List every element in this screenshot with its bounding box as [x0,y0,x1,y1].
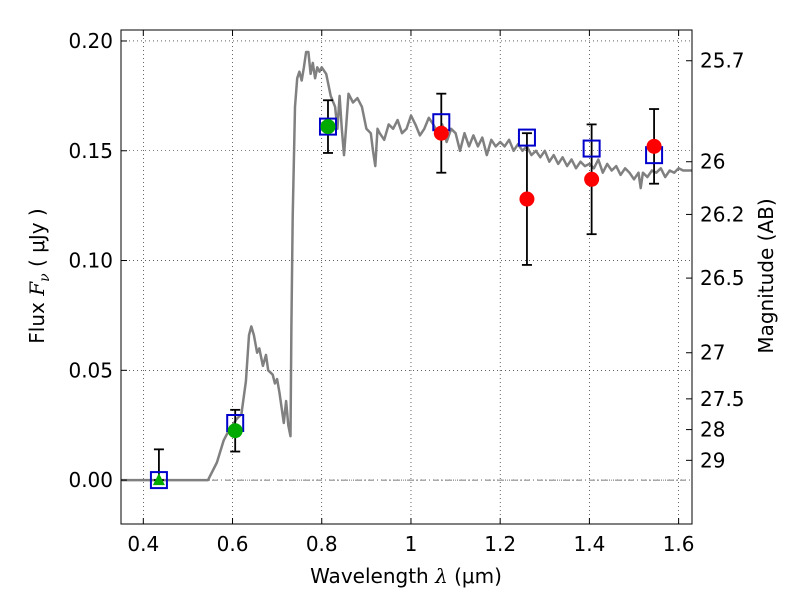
mag-tick-label: 26.2 [700,202,745,226]
y-tick-label: 0.05 [68,358,113,382]
model-square [517,128,536,147]
data-point [584,171,600,187]
x-tick-label: 1.4 [573,532,605,556]
mag-tick-label: 27.5 [700,387,745,411]
ticks-layer: 0.4 0.6 0.8 1 1.2 1.4 1.6 0.00 0.05 0.10 0.15 0.20 2… [68,29,744,556]
y-axis-label-unit: ( μJy ) [25,208,49,273]
x-axis-label-unit: (μm) [448,564,502,588]
y-tick-label: 0.10 [68,249,113,273]
y-tick-label: 0.20 [68,29,113,53]
y-axis-label: Flux Fν ( μJy ) [25,208,53,343]
data-point [227,423,243,439]
y-tick-label: 0.00 [68,468,113,492]
x-tick-label: 1.2 [484,532,516,556]
model-sed-line [121,50,692,482]
x-tick-label: 0.6 [217,532,249,556]
x-axis-lambda: λ [434,564,448,588]
plot-frame [120,29,693,525]
upper-limit-triangle [152,473,165,486]
y-axis-subscript: ν [37,273,53,282]
grid-layer [121,30,692,524]
right-y-axis-label: Magnitude (AB) [754,198,778,353]
mag-tick-label: 26 [700,150,725,174]
x-axis-label: Wavelength λ (μm) [310,564,502,588]
data-point [320,119,336,135]
model-square [149,471,168,490]
mag-tick-label: 26.5 [700,266,745,290]
model-square [318,117,337,136]
y-axis-symbol: F [25,281,49,297]
mag-tick-label: 28 [700,418,725,442]
mag-tick-label: 29 [700,448,725,472]
marks-layer [149,92,664,490]
data-point [646,138,662,154]
mag-tick-label: 27 [700,341,725,365]
data-point [519,191,535,207]
x-tick-label: 0.8 [306,532,338,556]
mag-tick-label: 25.7 [700,49,745,73]
x-tick-label: 1.6 [663,532,695,556]
x-tick-label: 0.4 [127,532,159,556]
x-tick-label: 1 [405,532,418,556]
x-axis-label-prefix: Wavelength [310,564,435,588]
model-square [582,139,601,158]
y-axis-label-prefix: Flux [25,296,49,344]
data-point [433,125,449,141]
y-tick-label: 0.15 [68,139,113,163]
